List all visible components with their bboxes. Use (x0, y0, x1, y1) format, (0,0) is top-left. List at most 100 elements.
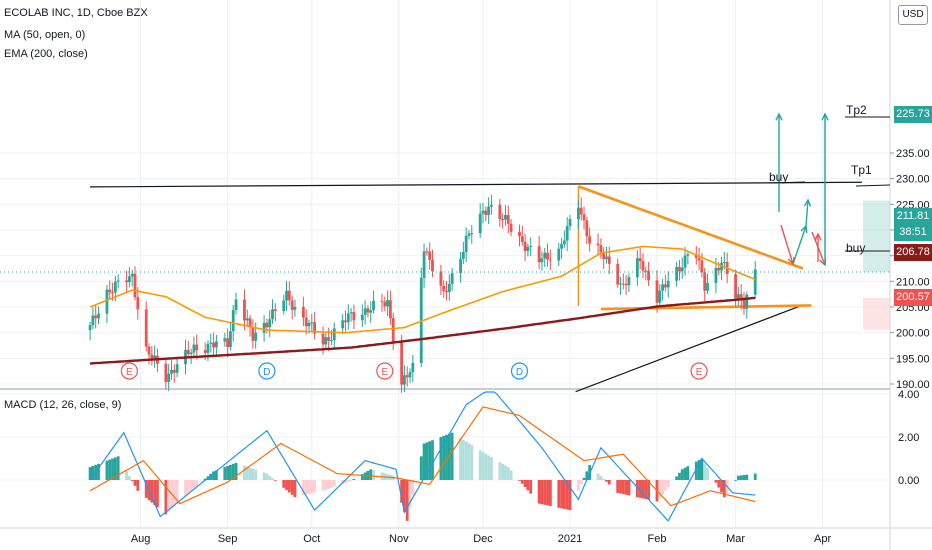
bar-countdown: 38:51 (894, 224, 932, 241)
macd-histogram-bar (226, 466, 230, 480)
candle-body (484, 210, 488, 215)
candle-body (372, 300, 375, 311)
candle-body (546, 252, 549, 260)
candle-body (349, 312, 353, 314)
currency-badge[interactable]: USD (898, 5, 928, 25)
candle-body (428, 251, 432, 260)
candle-body (627, 277, 631, 286)
trend-lines (90, 181, 862, 393)
macd-histogram-bar (616, 480, 620, 493)
macd-histogram-bar (518, 480, 521, 481)
stop-zone (863, 297, 890, 330)
tp2-price-tag: 225.73 (894, 106, 932, 123)
candle-body (282, 300, 286, 312)
macd-histogram-bar (91, 466, 95, 480)
macd-histogram-bar (619, 480, 622, 494)
candle-body (467, 233, 471, 236)
candle-body (470, 233, 474, 235)
trendline (577, 185, 804, 270)
candle-body (214, 341, 218, 348)
candle-body (136, 297, 140, 310)
candle-body (447, 283, 451, 293)
macd-histogram-bar (209, 473, 213, 480)
candle-body (195, 344, 199, 351)
macd-histogram-bar (304, 480, 308, 495)
macd-histogram-bar (234, 462, 238, 480)
ema-legend[interactable]: EMA (200, close) (4, 48, 88, 60)
event-marker (376, 362, 394, 380)
macd-legend[interactable]: MACD (12, 26, close, 9) (4, 399, 122, 411)
macd-histogram-bar (498, 462, 502, 480)
macd-histogram-bar (529, 480, 533, 494)
trendline (600, 304, 812, 311)
time-axis-label: Mar (726, 533, 745, 545)
candle-body (579, 207, 583, 215)
macd-histogram-bar (136, 480, 140, 491)
event-marker (258, 362, 276, 380)
candle-body (459, 258, 462, 274)
macd-histogram-bar (602, 478, 606, 480)
macd-histogram-bar (231, 463, 235, 480)
candle-body (605, 256, 608, 260)
macd-histogram-bar (467, 443, 471, 480)
macd-histogram-bar (156, 480, 159, 508)
candle-body (450, 273, 454, 284)
candle-body (229, 331, 232, 348)
candle-body (616, 263, 620, 285)
macd-histogram-bar (419, 456, 423, 480)
time-axis-label: Dec (473, 533, 493, 545)
macd-histogram-bar (579, 480, 583, 485)
candle-body (226, 338, 230, 348)
signal-line (89, 406, 756, 507)
event-marker (690, 362, 708, 380)
candle-body (346, 313, 350, 323)
candle-body (111, 292, 114, 294)
candle-body (481, 210, 485, 214)
macd-histogram-bar (490, 457, 493, 480)
candle-body (262, 322, 266, 333)
candle-body (529, 245, 533, 247)
macd-histogram-bar (675, 476, 679, 480)
macd-histogram-bar (543, 480, 547, 505)
candle-body (293, 306, 297, 310)
macd-histogram-bar (111, 458, 114, 480)
candle-body (607, 256, 611, 264)
ema-price-tag: 206.78 (894, 244, 932, 261)
candle-body (621, 283, 625, 285)
candle-body (666, 280, 670, 288)
macd-histogram-bar (736, 475, 740, 480)
price-axis-label: 235.00 (896, 148, 930, 160)
candle-body (344, 320, 347, 323)
candle-body (664, 284, 667, 288)
candle-body (327, 337, 331, 341)
macd-histogram-bar (745, 474, 749, 480)
candle-body (501, 219, 505, 221)
candle-body (268, 319, 272, 328)
macd-axis-label: 0.00 (898, 475, 919, 487)
macd-histogram-bar (251, 468, 255, 480)
macd-histogram-bar (293, 480, 297, 498)
ma-legend[interactable]: MA (50, open, 0) (4, 29, 86, 41)
candle-body (540, 258, 544, 263)
buy-lower-label: buy (846, 241, 865, 255)
candle-body (624, 283, 628, 286)
macd-histogram-bar (686, 466, 690, 480)
candle-body (736, 294, 740, 299)
candle-body (439, 271, 443, 286)
candle-body (153, 355, 157, 359)
candle-body (91, 315, 95, 326)
candle-body (88, 325, 92, 331)
trendline (90, 181, 862, 188)
candle-body (464, 235, 468, 252)
candle-body (509, 223, 513, 232)
candle-body (445, 290, 448, 293)
candle-body (548, 259, 552, 261)
macd-histogram-bar (116, 456, 120, 480)
macd-histogram-bar (125, 471, 128, 480)
candle-body (568, 219, 572, 227)
macd-histogram-bar (697, 460, 701, 480)
candle-body (206, 343, 210, 353)
candle-body (307, 322, 311, 327)
symbol-legend[interactable]: ECOLAB INC, 1D, Cboe BZX (4, 7, 148, 19)
